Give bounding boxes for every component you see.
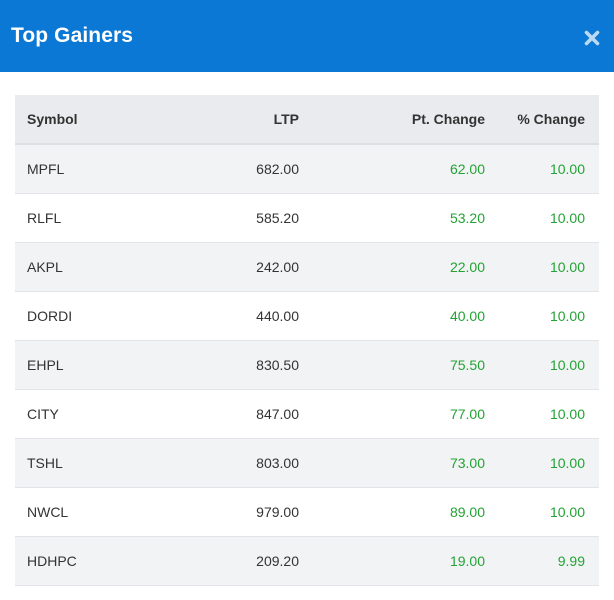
cell-pt-change: 40.00 (313, 291, 499, 341)
cell-ltp: 585.20 (191, 193, 313, 243)
cell-pt-change: 73.00 (313, 438, 499, 488)
cell-pct-change: 10.00 (499, 193, 599, 243)
cell-symbol: NWCL (15, 487, 191, 537)
table-row[interactable]: CITY 847.00 77.00 10.00 (15, 389, 599, 439)
cell-symbol: EHPL (15, 340, 191, 390)
cell-ltp: 803.00 (191, 438, 313, 488)
close-button[interactable] (580, 26, 604, 50)
header-symbol[interactable]: Symbol (15, 95, 191, 145)
cell-ltp: 209.20 (191, 536, 313, 586)
modal-header: Top Gainers (0, 0, 614, 72)
table-row[interactable]: NWCL 979.00 89.00 10.00 (15, 487, 599, 537)
cell-pct-change: 10.00 (499, 291, 599, 341)
cell-ltp: 242.00 (191, 242, 313, 292)
table-header-row: Symbol LTP Pt. Change % Change (15, 95, 599, 145)
table-row[interactable]: AKPL 242.00 22.00 10.00 (15, 242, 599, 292)
cell-pt-change: 75.50 (313, 340, 499, 390)
cell-pct-change: 10.00 (499, 487, 599, 537)
cell-pt-change: 22.00 (313, 242, 499, 292)
cell-pct-change: 10.00 (499, 389, 599, 439)
cell-ltp: 682.00 (191, 143, 313, 194)
table-row[interactable]: HDHPC 209.20 19.00 9.99 (15, 536, 599, 586)
modal-body: Symbol LTP Pt. Change % Change MPFL 682.… (0, 72, 614, 586)
cell-symbol: HDHPC (15, 536, 191, 586)
cell-symbol: TSHL (15, 438, 191, 488)
cell-symbol: CITY (15, 389, 191, 439)
header-pt-change[interactable]: Pt. Change (313, 95, 499, 145)
header-pct-change[interactable]: % Change (499, 95, 599, 145)
cell-ltp: 979.00 (191, 487, 313, 537)
cell-symbol: DORDI (15, 291, 191, 341)
cell-pt-change: 19.00 (313, 536, 499, 586)
cell-pct-change: 10.00 (499, 143, 599, 194)
cell-pct-change: 10.00 (499, 438, 599, 488)
header-ltp[interactable]: LTP (191, 95, 313, 145)
cell-symbol: RLFL (15, 193, 191, 243)
modal-title: Top Gainers (11, 23, 134, 47)
cell-ltp: 830.50 (191, 340, 313, 390)
cell-pct-change: 9.99 (499, 536, 599, 586)
cell-symbol: AKPL (15, 242, 191, 292)
cell-pct-change: 10.00 (499, 242, 599, 292)
cell-symbol: MPFL (15, 143, 191, 194)
cell-pct-change: 10.00 (499, 340, 599, 390)
table-row[interactable]: RLFL 585.20 53.20 10.00 (15, 193, 599, 243)
cell-pt-change: 77.00 (313, 389, 499, 439)
gainers-table: Symbol LTP Pt. Change % Change MPFL 682.… (15, 95, 599, 586)
table-row[interactable]: EHPL 830.50 75.50 10.00 (15, 340, 599, 390)
close-icon (584, 30, 600, 46)
table-row[interactable]: DORDI 440.00 40.00 10.00 (15, 291, 599, 341)
table-row[interactable]: TSHL 803.00 73.00 10.00 (15, 438, 599, 488)
cell-ltp: 440.00 (191, 291, 313, 341)
cell-ltp: 847.00 (191, 389, 313, 439)
cell-pt-change: 89.00 (313, 487, 499, 537)
cell-pt-change: 53.20 (313, 193, 499, 243)
table-row[interactable]: MPFL 682.00 62.00 10.00 (15, 143, 599, 194)
cell-pt-change: 62.00 (313, 143, 499, 194)
